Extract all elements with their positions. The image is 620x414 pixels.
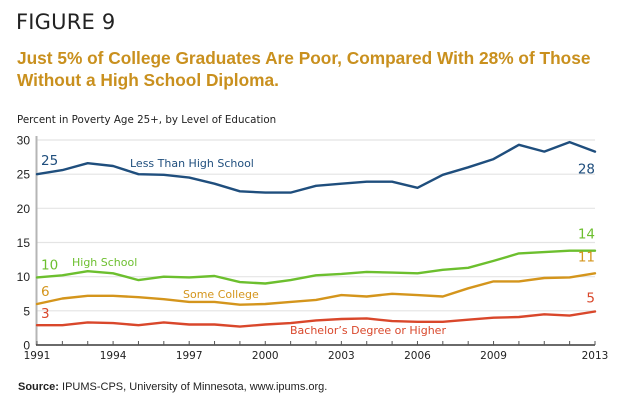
series-line-3 xyxy=(35,310,597,328)
series-end-value-label: 11 xyxy=(578,249,595,265)
y-tick-label: 20 xyxy=(17,202,31,216)
x-tick-label: 2000 xyxy=(252,350,279,362)
series-line-1 xyxy=(35,249,597,285)
x-tick-label: 1991 xyxy=(24,350,51,362)
series-start-value-label: 6 xyxy=(41,284,50,300)
gridlines xyxy=(37,139,595,312)
x-tick-label: 2003 xyxy=(328,350,355,362)
y-tick-label: 30 xyxy=(17,134,31,148)
series-line-2 xyxy=(35,272,597,306)
source-prefix: Source: xyxy=(18,381,59,393)
x-tick-label: 1994 xyxy=(100,350,127,362)
chart-title: Percent in Poverty Age 25+, by Level of … xyxy=(17,114,277,126)
figure-label: FIGURE 9 xyxy=(16,10,116,34)
x-tick-label: 2009 xyxy=(480,350,507,362)
series-start-value-label: 10 xyxy=(41,257,58,273)
x-tick-label: 2013 xyxy=(582,350,609,362)
series-name-label: Some College xyxy=(183,288,259,301)
y-tick-label: 10 xyxy=(17,270,31,284)
series-labels: Less Than High School High School Some Col… xyxy=(41,153,595,337)
chart-headline: Just 5% of College Graduates Are Poor, C… xyxy=(17,48,591,90)
series-start-value-label: 3 xyxy=(41,306,50,322)
series-name-label: Less Than High School xyxy=(130,157,254,170)
y-tick-label: 25 xyxy=(17,168,31,182)
series-name-label: High School xyxy=(72,256,137,269)
series-end-value-label: 28 xyxy=(578,162,595,178)
x-tick-label: 2006 xyxy=(404,350,431,362)
series-name-label: Bachelor’s Degree or Higher xyxy=(290,324,446,337)
y-tick-label: 0 xyxy=(23,339,30,353)
series-end-value-label: 5 xyxy=(586,291,595,307)
y-axis-ticks: 0 5 10 15 20 25 30 xyxy=(17,134,31,353)
source-note: Source: IPUMS-CPS, University of Minneso… xyxy=(18,381,327,393)
series-line-0 xyxy=(35,140,597,194)
source-text: IPUMS-CPS, University of Minnesota, www.… xyxy=(58,381,328,393)
y-tick-label: 15 xyxy=(17,236,31,250)
series-end-value-label: 14 xyxy=(578,227,595,243)
x-tick-label: 1997 xyxy=(176,350,203,362)
series-start-value-label: 25 xyxy=(41,153,58,169)
series-lines xyxy=(35,140,597,328)
x-axis-ticks: 1991 1994 1997 2000 2003 2006 2009 2013 xyxy=(24,341,609,362)
y-tick-label: 5 xyxy=(23,304,30,318)
